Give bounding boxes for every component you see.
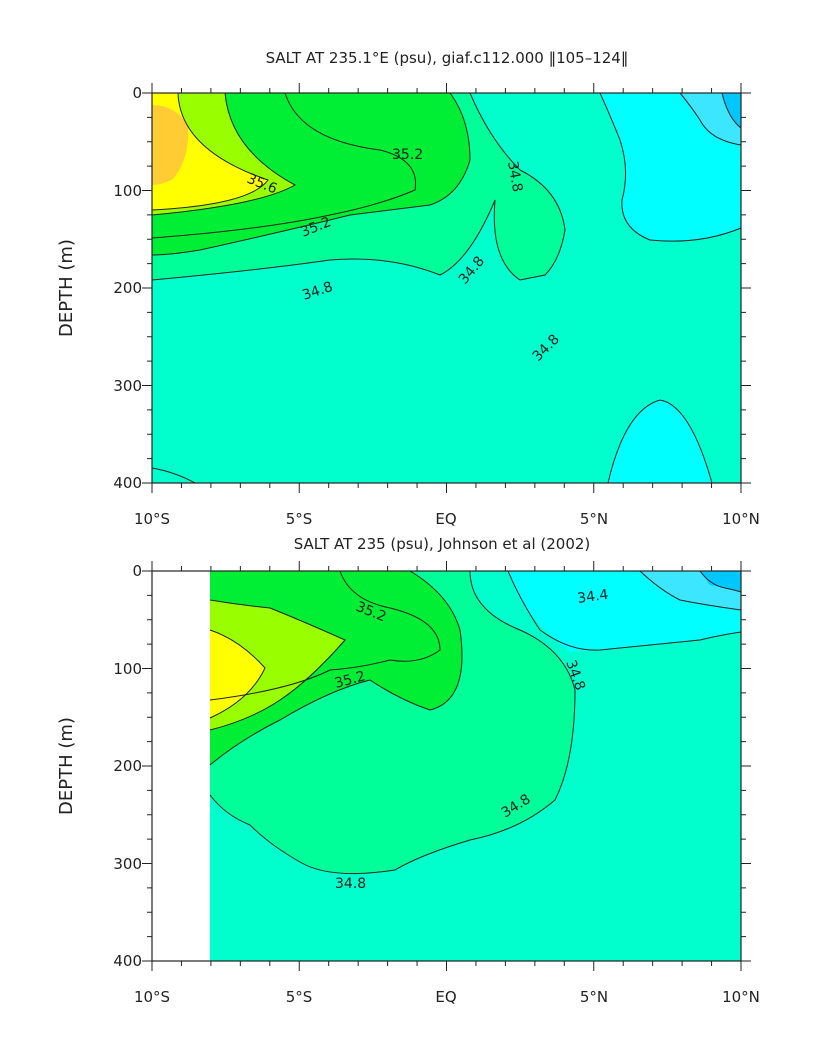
contour-line xyxy=(151,92,417,239)
fill-34.0-corner xyxy=(722,93,741,128)
y-tick-label: 0 xyxy=(132,84,142,102)
panel-top-title: SALT AT 235.1°E (psu), giaf.c112.000 ‖10… xyxy=(266,49,629,67)
x-tick-label: 10°S xyxy=(134,988,170,1006)
fill-34.0-corner xyxy=(700,571,741,592)
y-tick-label: 200 xyxy=(113,757,142,775)
panel-top: SALT AT 235.1°E (psu), giaf.c112.000 ‖10… xyxy=(56,49,760,528)
contour-line xyxy=(209,570,576,875)
y-tick-label: 400 xyxy=(113,474,142,492)
fill-35.4-band xyxy=(210,600,345,730)
panel-top-contour-labels: 35.6 35.2 35.2 34.8 34.8 34.8 34.8 xyxy=(245,147,563,365)
contour-line xyxy=(151,92,297,216)
contour-line xyxy=(151,92,471,256)
panel-top-ticks xyxy=(142,83,751,493)
contour-label: 35.2 xyxy=(392,147,423,163)
x-tick-label: EQ xyxy=(435,988,456,1006)
contour-label: 34.4 xyxy=(576,587,609,607)
contour-line xyxy=(507,570,742,651)
x-tick-label: 10°N xyxy=(722,988,760,1006)
panel-top-ylabel: DEPTH (m) xyxy=(56,239,77,337)
y-tick-label: 0 xyxy=(132,562,142,580)
contour-line xyxy=(607,399,713,484)
contour-line xyxy=(151,92,269,211)
panel-top-fills xyxy=(152,93,741,483)
panel-bottom-contours xyxy=(209,570,742,875)
contour-line xyxy=(151,92,566,281)
y-tick-label: 100 xyxy=(113,660,142,678)
panel-bottom-title: SALT AT 235 (psu), Johnson et al (2002) xyxy=(294,535,591,553)
contour-label: 34.8 xyxy=(504,160,525,193)
contour-line xyxy=(209,599,346,731)
fill-35.8-core xyxy=(152,105,189,185)
contour-line xyxy=(721,92,742,129)
contour-line xyxy=(699,570,742,593)
contour-line xyxy=(209,629,266,719)
contour-label: 34.8 xyxy=(335,876,366,892)
panel-bottom-ylabel: DEPTH (m) xyxy=(56,717,77,815)
y-tick-label: 300 xyxy=(113,855,142,873)
y-tick-label: 300 xyxy=(113,377,142,395)
panel-bottom-fills xyxy=(210,571,741,961)
y-tick-label: 100 xyxy=(113,182,142,200)
panel-bottom: SALT AT 235 (psu), Johnson et al (2002) … xyxy=(56,535,760,1006)
contour-line xyxy=(151,467,196,484)
fill-35.6-band xyxy=(210,630,265,718)
panel-bottom-ticks xyxy=(142,561,751,971)
contour-label: 35.2 xyxy=(333,668,367,692)
x-tick-label: EQ xyxy=(435,510,456,528)
contour-line xyxy=(209,570,441,701)
contour-line xyxy=(639,570,742,611)
panel-top-contours xyxy=(151,92,742,484)
x-tick-label: 5°N xyxy=(580,988,608,1006)
x-tick-label: 10°N xyxy=(722,510,760,528)
fill-34.4-north xyxy=(600,93,741,242)
x-tick-label: 5°S xyxy=(286,510,313,528)
x-tick-label: 5°N xyxy=(580,510,608,528)
x-tick-label: 10°S xyxy=(134,510,170,528)
contour-line xyxy=(599,92,742,242)
y-tick-label: 400 xyxy=(113,952,142,970)
x-tick-label: 5°S xyxy=(286,988,313,1006)
contour-line xyxy=(209,570,463,766)
y-tick-label: 200 xyxy=(113,279,142,297)
contour-line xyxy=(679,92,742,146)
